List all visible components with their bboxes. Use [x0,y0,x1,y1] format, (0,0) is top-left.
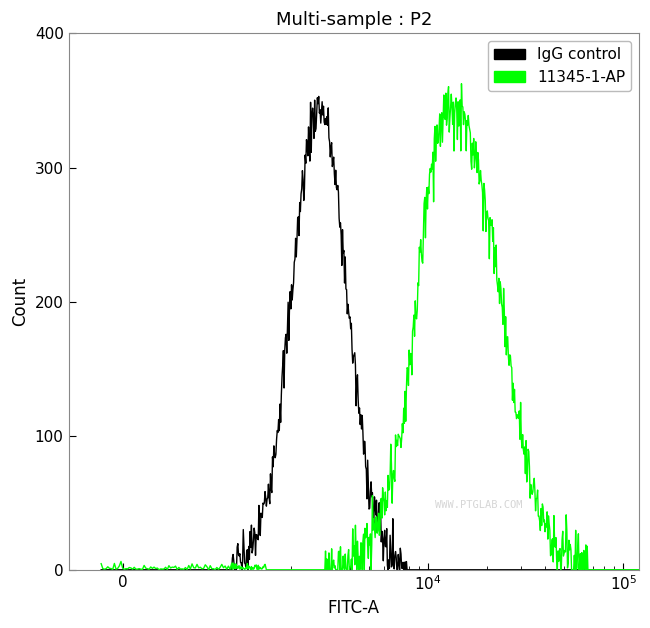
11345-1-AP [98,560,105,568]
IgG control [545,566,553,573]
Legend: IgG control, 11345-1-AP: IgG control, 11345-1-AP [488,41,631,91]
Line: IgG control: IgG control [101,97,639,570]
11345-1-AP [458,80,465,87]
IgG control [315,93,322,100]
IgG control [237,559,245,566]
11345-1-AP [546,526,554,534]
IgG control [444,566,452,573]
Title: Multi-sample : P2: Multi-sample : P2 [276,11,432,29]
Text: WWW.PTGLAB.COM: WWW.PTGLAB.COM [436,501,523,511]
IgG control [98,566,105,573]
IgG control [598,566,606,573]
11345-1-AP [630,566,638,573]
Line: 11345-1-AP: 11345-1-AP [101,84,639,570]
X-axis label: FITC-A: FITC-A [328,599,380,617]
IgG control [422,566,430,573]
11345-1-AP [635,566,643,573]
11345-1-AP [237,563,245,570]
11345-1-AP [263,566,270,573]
11345-1-AP [444,90,452,97]
Y-axis label: Count: Count [11,277,29,326]
IgG control [630,566,638,573]
11345-1-AP [422,234,430,242]
11345-1-AP [599,566,606,573]
IgG control [635,566,643,573]
